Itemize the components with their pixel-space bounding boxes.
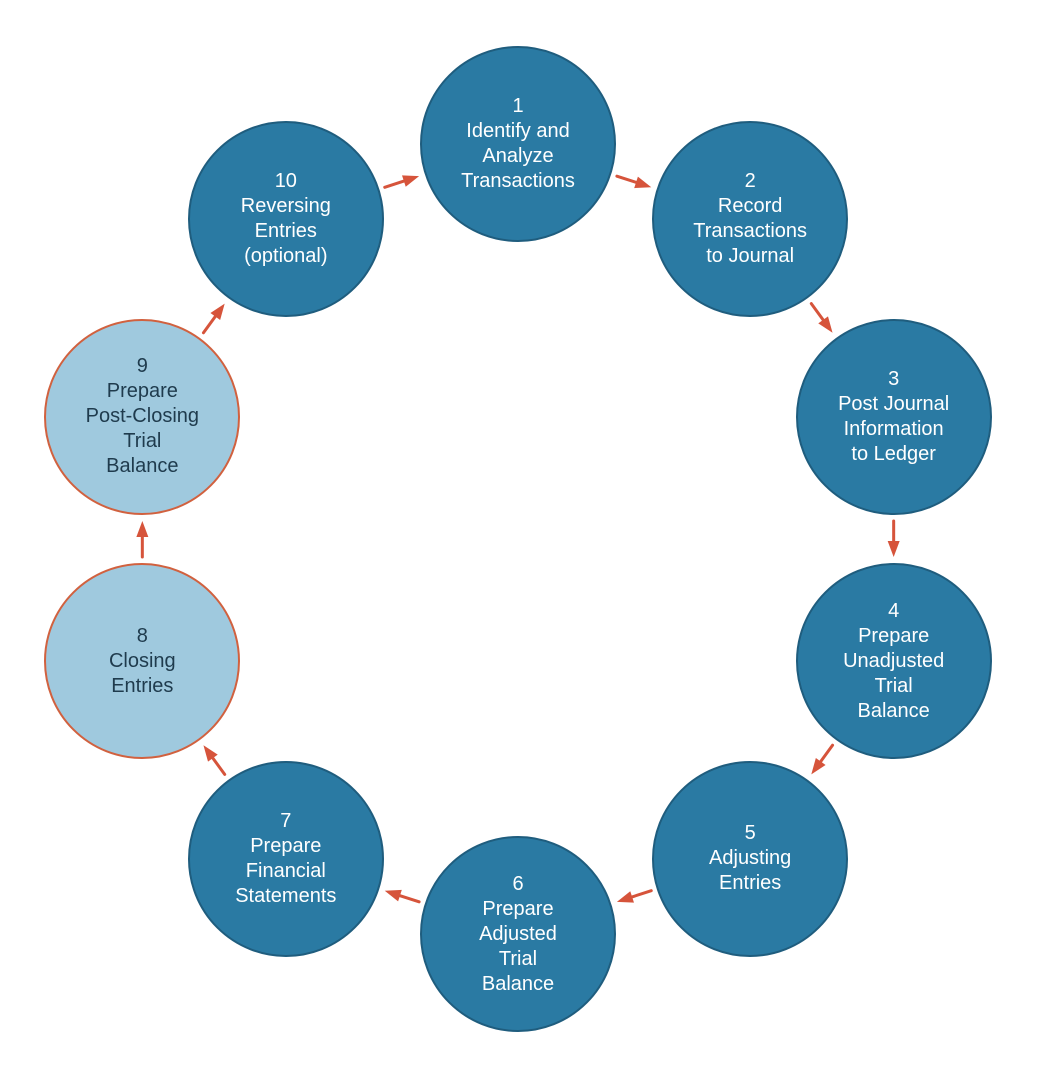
arrow-head-1 [634, 177, 651, 188]
arrow-head-10 [402, 175, 419, 186]
arrow-shaft-6 [400, 896, 419, 902]
arrow-head-9 [210, 304, 224, 320]
node-number: 3 [888, 367, 899, 392]
arrow-head-8 [136, 521, 148, 537]
node-label: Post JournalInformationto Ledger [838, 392, 949, 467]
cycle-node-3: 3Post JournalInformationto Ledger [796, 319, 992, 515]
cycle-diagram: 1Identify andAnalyzeTransactions2RecordT… [0, 0, 1037, 1079]
arrow-shaft-9 [203, 317, 215, 333]
node-number: 10 [275, 169, 297, 194]
arrow-head-6 [385, 890, 402, 901]
cycle-node-2: 2RecordTransactionsto Journal [652, 121, 848, 317]
arrow-head-2 [818, 316, 832, 332]
node-label: PreparePost-ClosingTrialBalance [86, 379, 199, 479]
arrow-shaft-4 [821, 745, 833, 761]
node-number: 5 [745, 821, 756, 846]
cycle-node-10: 10ReversingEntries(optional) [188, 121, 384, 317]
arrow-shaft-7 [213, 758, 225, 774]
node-label: ClosingEntries [109, 649, 176, 699]
cycle-node-9: 9PreparePost-ClosingTrialBalance [44, 319, 240, 515]
arrow-shaft-2 [811, 304, 823, 320]
node-label: PrepareAdjustedTrialBalance [479, 897, 557, 997]
cycle-node-6: 6PrepareAdjustedTrialBalance [420, 836, 616, 1032]
cycle-node-4: 4PrepareUnadjustedTrialBalance [796, 563, 992, 759]
arrow-shaft-1 [617, 176, 636, 182]
node-label: Identify andAnalyzeTransactions [461, 119, 575, 194]
node-label: RecordTransactionsto Journal [693, 194, 807, 269]
cycle-node-1: 1Identify andAnalyzeTransactions [420, 46, 616, 242]
node-number: 6 [512, 872, 523, 897]
node-number: 9 [137, 354, 148, 379]
arrow-head-4 [811, 758, 825, 774]
arrow-shaft-5 [632, 891, 651, 897]
node-number: 7 [280, 809, 291, 834]
node-label: ReversingEntries(optional) [241, 194, 331, 269]
node-number: 4 [888, 599, 899, 624]
arrow-shaft-10 [385, 181, 404, 187]
arrow-head-7 [203, 745, 217, 761]
node-number: 8 [137, 624, 148, 649]
node-number: 1 [512, 94, 523, 119]
cycle-node-7: 7PrepareFinancialStatements [188, 761, 384, 957]
node-label: PrepareUnadjustedTrialBalance [843, 624, 944, 724]
cycle-node-5: 5AdjustingEntries [652, 761, 848, 957]
node-number: 2 [745, 169, 756, 194]
arrow-head-3 [888, 541, 900, 557]
node-label: PrepareFinancialStatements [235, 834, 336, 909]
arrow-head-5 [617, 891, 634, 902]
node-label: AdjustingEntries [709, 846, 791, 896]
cycle-node-8: 8ClosingEntries [44, 563, 240, 759]
